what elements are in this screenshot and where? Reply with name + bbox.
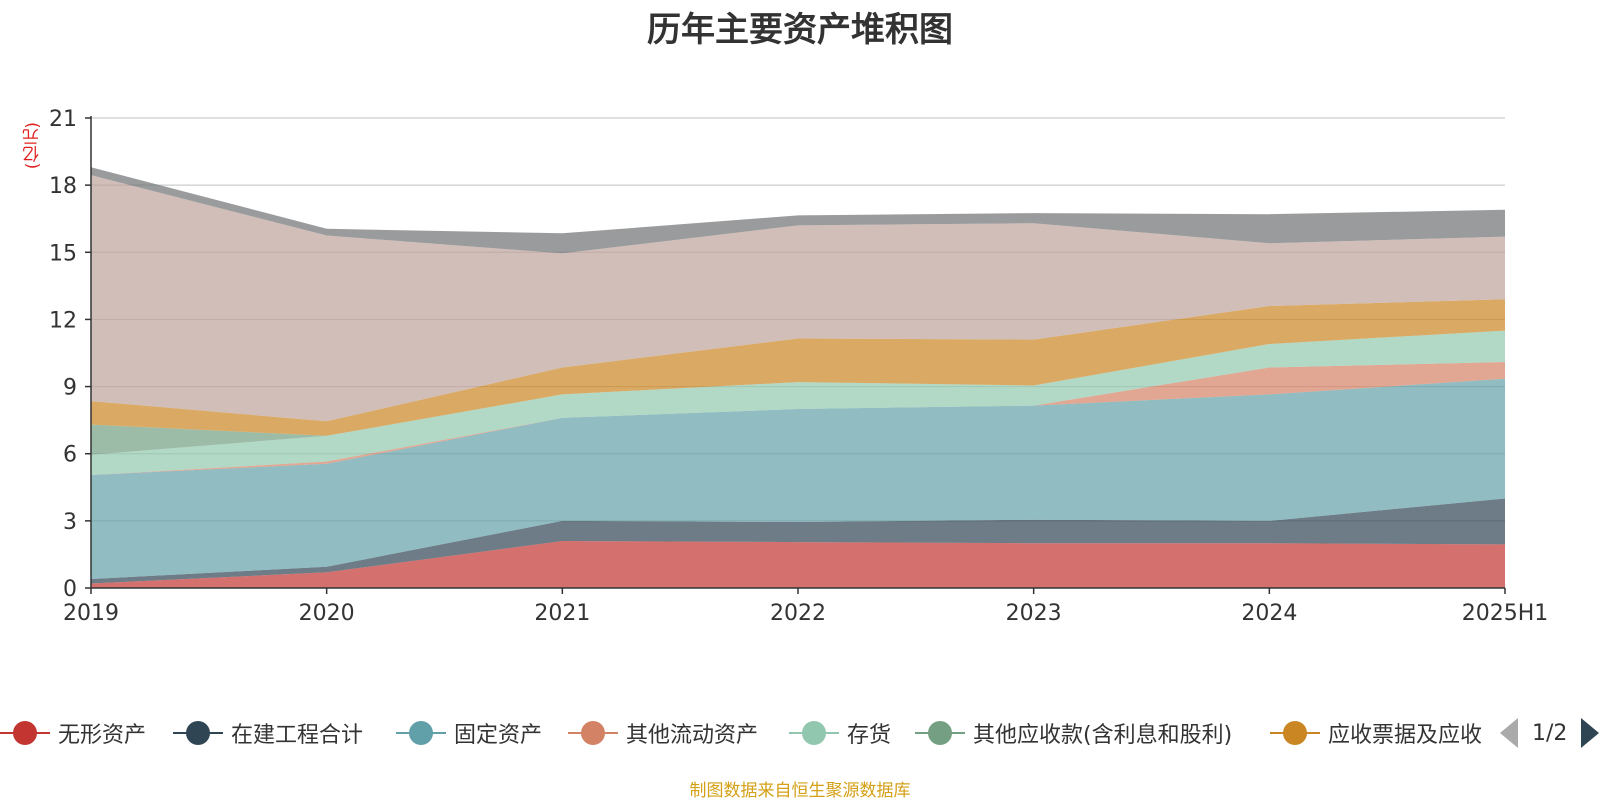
legend-item[interactable]: 其他应收款(含利息和股利) [915, 716, 1232, 750]
legend-marker-icon [0, 718, 50, 748]
y-tick-label: 9 [63, 376, 77, 401]
legend-marker-icon [173, 718, 223, 748]
legend-item[interactable]: 应收票据及应收账款 [1270, 716, 1482, 750]
x-tick-label: 2021 [534, 601, 590, 626]
legend-marker-icon [568, 718, 618, 748]
area-固定资产 [91, 378, 1505, 579]
data-source-note: 制图数据来自恒生聚源数据库 [689, 781, 911, 801]
area-交易性金融资产 [91, 167, 1505, 254]
legend-label: 无形资产 [58, 723, 147, 748]
x-tick-label: 2022 [770, 601, 826, 626]
x-tick-label: 2024 [1241, 601, 1297, 626]
y-tick-label: 0 [63, 577, 77, 602]
area-货币资金 [91, 175, 1505, 422]
legend: 无形资产 在建工程合计 固定资产 其他流动资产 存货 其他应收款(含利息和股利) 应收票据及… [0, 716, 1600, 750]
legend-pager: 1/2 [1500, 716, 1600, 750]
legend-item[interactable]: 其他流动资产 [568, 716, 758, 750]
area-其他流动资产 [91, 362, 1505, 475]
legend-item[interactable]: 存货 [789, 716, 891, 750]
legend-marker-icon [1270, 718, 1320, 748]
legend-label: 其他应收款(含利息和股利) [973, 723, 1233, 748]
x-tick-label: 2019 [63, 601, 119, 626]
area-series [91, 167, 1505, 588]
legend-item[interactable]: 无形资产 [0, 716, 146, 750]
legend-items: 无形资产 在建工程合计 固定资产 其他流动资产 存货 其他应收款(含利息和股利) 应收票据及… [0, 716, 1482, 750]
area-应收票据及应收账款 [91, 299, 1505, 436]
legend-label: 在建工程合计 [231, 723, 364, 748]
y-tick-label: 3 [63, 510, 77, 535]
x-tick-label: 2023 [1006, 601, 1062, 626]
legend-label: 其他流动资产 [626, 723, 759, 748]
legend-next-page-icon[interactable] [1581, 718, 1600, 748]
y-tick-label: 6 [63, 443, 77, 468]
chart-title: 历年主要资产堆积图 [647, 10, 953, 50]
y-tick-label: 18 [49, 174, 77, 199]
x-tick-label: 2020 [299, 601, 355, 626]
area-无形资产 [91, 541, 1505, 588]
area-其他应收款(含利息和股利) [91, 330, 1505, 455]
axes: 0 3 6 9 12 15 18 21 2019 2020 2021 2022 2023 2024 2025… [49, 107, 1548, 626]
legend-item[interactable]: 固定资产 [396, 716, 542, 750]
y-tick-label: 15 [49, 241, 77, 266]
y-tick-label: 21 [49, 107, 77, 132]
legend-item[interactable]: 在建工程合计 [173, 716, 363, 750]
legend-marker-icon [915, 718, 965, 748]
legend-label: 固定资产 [454, 723, 543, 748]
y-tick-label: 12 [49, 308, 77, 333]
legend-label: 存货 [847, 723, 892, 748]
area-存货 [91, 330, 1505, 475]
legend-label: 应收票据及应收账款 [1328, 723, 1482, 748]
legend-marker-icon [396, 718, 446, 748]
x-tick-label: 2025H1 [1462, 601, 1549, 626]
legend-page-indicator: 1/2 [1532, 720, 1568, 746]
area-在建工程合计 [91, 498, 1505, 584]
stacked-area-chart: 0 3 6 9 12 15 18 21 2019 2020 2021 2022 2023 2024 2025… [49, 107, 1548, 626]
legend-prev-page-icon[interactable] [1500, 718, 1518, 748]
legend-marker-icon [789, 718, 839, 748]
